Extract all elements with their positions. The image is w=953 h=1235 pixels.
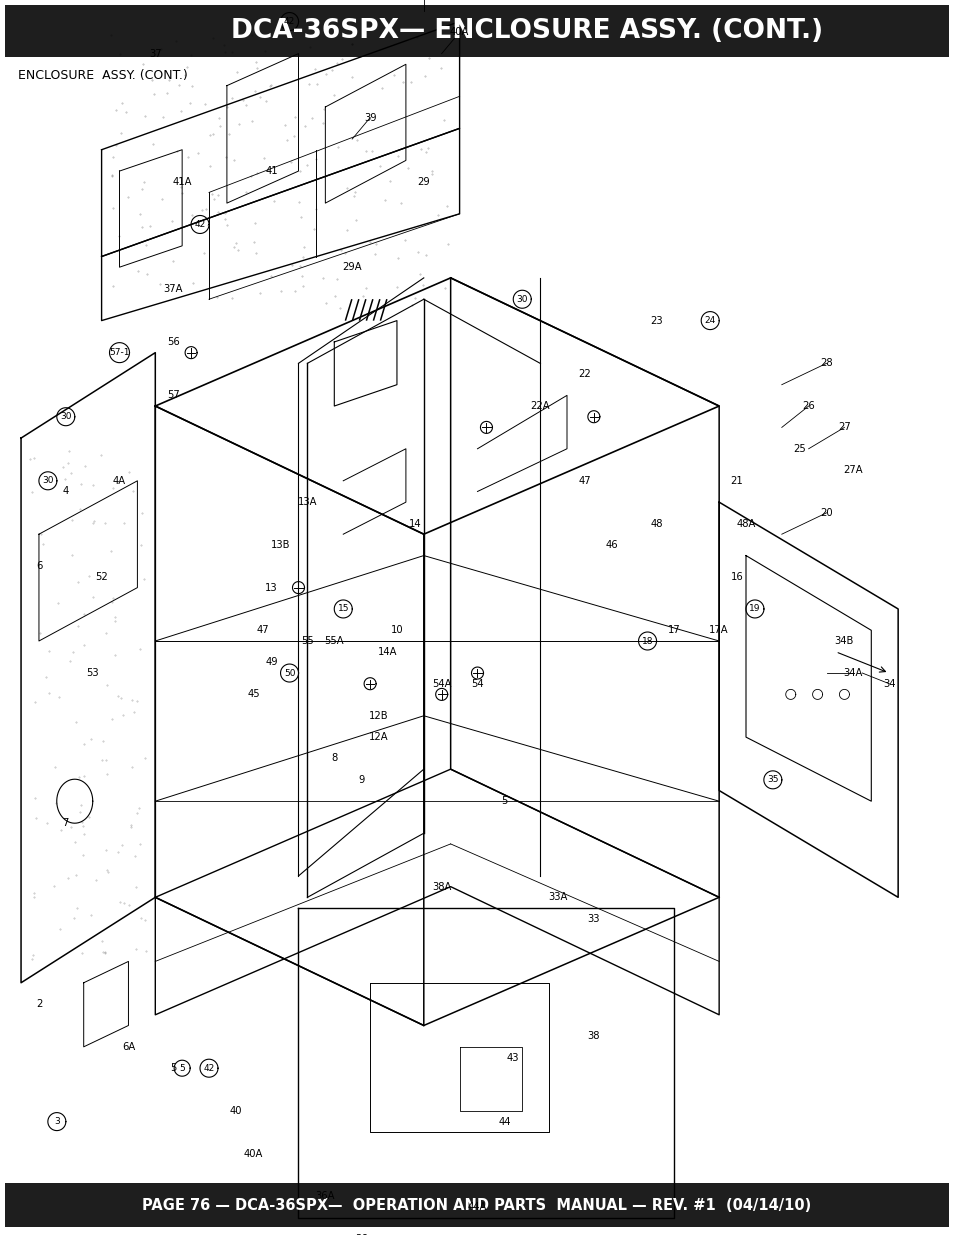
- Text: 35: 35: [766, 776, 778, 784]
- Text: 4A: 4A: [112, 475, 126, 485]
- Text: 5: 5: [179, 1063, 185, 1073]
- Text: 48A: 48A: [736, 519, 755, 529]
- Text: 39: 39: [363, 112, 376, 122]
- Text: DCA-36SPX— ENCLOSURE ASSY. (CONT.): DCA-36SPX— ENCLOSURE ASSY. (CONT.): [231, 19, 822, 44]
- Text: 40: 40: [230, 1105, 242, 1116]
- Text: 15: 15: [337, 604, 349, 614]
- Text: 55: 55: [301, 636, 314, 646]
- Text: 45: 45: [247, 689, 260, 699]
- Text: 52: 52: [95, 572, 108, 582]
- Text: 29: 29: [417, 177, 430, 186]
- Text: 43: 43: [506, 1052, 519, 1062]
- Text: 21: 21: [730, 475, 742, 485]
- Text: 25: 25: [793, 443, 805, 453]
- Text: 19: 19: [748, 604, 760, 614]
- Text: 13B: 13B: [271, 540, 290, 550]
- Text: 44: 44: [497, 1116, 510, 1126]
- Text: 30: 30: [42, 477, 53, 485]
- Text: 37: 37: [149, 48, 161, 58]
- Text: 38: 38: [587, 1031, 599, 1041]
- Text: 54A: 54A: [432, 679, 451, 689]
- Text: 14: 14: [408, 519, 420, 529]
- Text: 20: 20: [820, 508, 832, 517]
- Text: 13: 13: [265, 583, 277, 593]
- Text: 6A: 6A: [122, 1042, 135, 1052]
- Text: 33A: 33A: [548, 893, 567, 903]
- Text: 9: 9: [357, 774, 364, 784]
- Text: 36A: 36A: [315, 1192, 335, 1202]
- Text: 22A: 22A: [530, 401, 549, 411]
- Text: 50: 50: [283, 668, 295, 678]
- Text: 8: 8: [331, 753, 337, 763]
- Text: 44A: 44A: [467, 1202, 487, 1212]
- Text: 24: 24: [704, 316, 715, 325]
- Text: 42: 42: [284, 17, 294, 26]
- Text: 34B: 34B: [834, 636, 853, 646]
- Text: 34A: 34A: [842, 668, 862, 678]
- Text: 42: 42: [203, 1063, 214, 1073]
- Text: 55A: 55A: [324, 636, 344, 646]
- Text: 16: 16: [730, 572, 742, 582]
- Text: 41A: 41A: [172, 177, 192, 186]
- Text: 30: 30: [60, 412, 71, 421]
- Text: 17A: 17A: [709, 625, 728, 635]
- Text: 5: 5: [500, 797, 507, 806]
- Text: 42: 42: [194, 220, 206, 228]
- Text: 29A: 29A: [342, 262, 361, 272]
- Text: 28: 28: [820, 358, 832, 368]
- Bar: [5, 1183, 948, 1228]
- Text: 57-1: 57-1: [110, 348, 130, 357]
- Text: 18: 18: [641, 636, 653, 646]
- Text: 38A: 38A: [432, 882, 451, 892]
- Text: 56: 56: [167, 337, 179, 347]
- Text: 4: 4: [63, 487, 69, 496]
- Text: 40A: 40A: [244, 1149, 263, 1158]
- Text: 3: 3: [54, 1118, 60, 1126]
- Text: 49: 49: [265, 657, 277, 667]
- Text: 34: 34: [882, 679, 895, 689]
- Text: 33: 33: [587, 914, 599, 924]
- Text: 46: 46: [605, 540, 618, 550]
- Text: 10: 10: [390, 625, 403, 635]
- Text: 41: 41: [265, 165, 277, 177]
- Text: 26: 26: [801, 401, 814, 411]
- Text: 53: 53: [87, 668, 99, 678]
- Text: 48: 48: [650, 519, 662, 529]
- Text: 27A: 27A: [842, 466, 862, 475]
- Text: 37A: 37A: [163, 284, 183, 294]
- Text: 6: 6: [35, 561, 42, 572]
- Text: 47: 47: [256, 625, 269, 635]
- Text: 2: 2: [35, 999, 42, 1009]
- Text: 30: 30: [516, 295, 527, 304]
- Text: 12A: 12A: [369, 732, 389, 742]
- Text: 40A: 40A: [450, 27, 469, 37]
- Text: 54: 54: [471, 679, 483, 689]
- Text: 5: 5: [170, 1063, 176, 1073]
- Text: ENCLOSURE  ASSY. (CONT.): ENCLOSURE ASSY. (CONT.): [18, 68, 188, 82]
- Text: 47: 47: [578, 475, 591, 485]
- Text: 57: 57: [167, 390, 179, 400]
- Text: PAGE 76 — DCA-36SPX—  OPERATION AND PARTS  MANUAL — REV. #1  (04/14/10): PAGE 76 — DCA-36SPX— OPERATION AND PARTS…: [142, 1198, 811, 1213]
- Text: 13A: 13A: [297, 498, 316, 508]
- Text: 17: 17: [667, 625, 680, 635]
- Text: 27: 27: [837, 422, 850, 432]
- Text: 23: 23: [650, 316, 662, 326]
- Text: 12B: 12B: [369, 711, 389, 721]
- Text: 7: 7: [63, 818, 69, 827]
- Bar: [5, 5, 948, 57]
- Text: 14A: 14A: [377, 647, 397, 657]
- Text: 22: 22: [578, 369, 591, 379]
